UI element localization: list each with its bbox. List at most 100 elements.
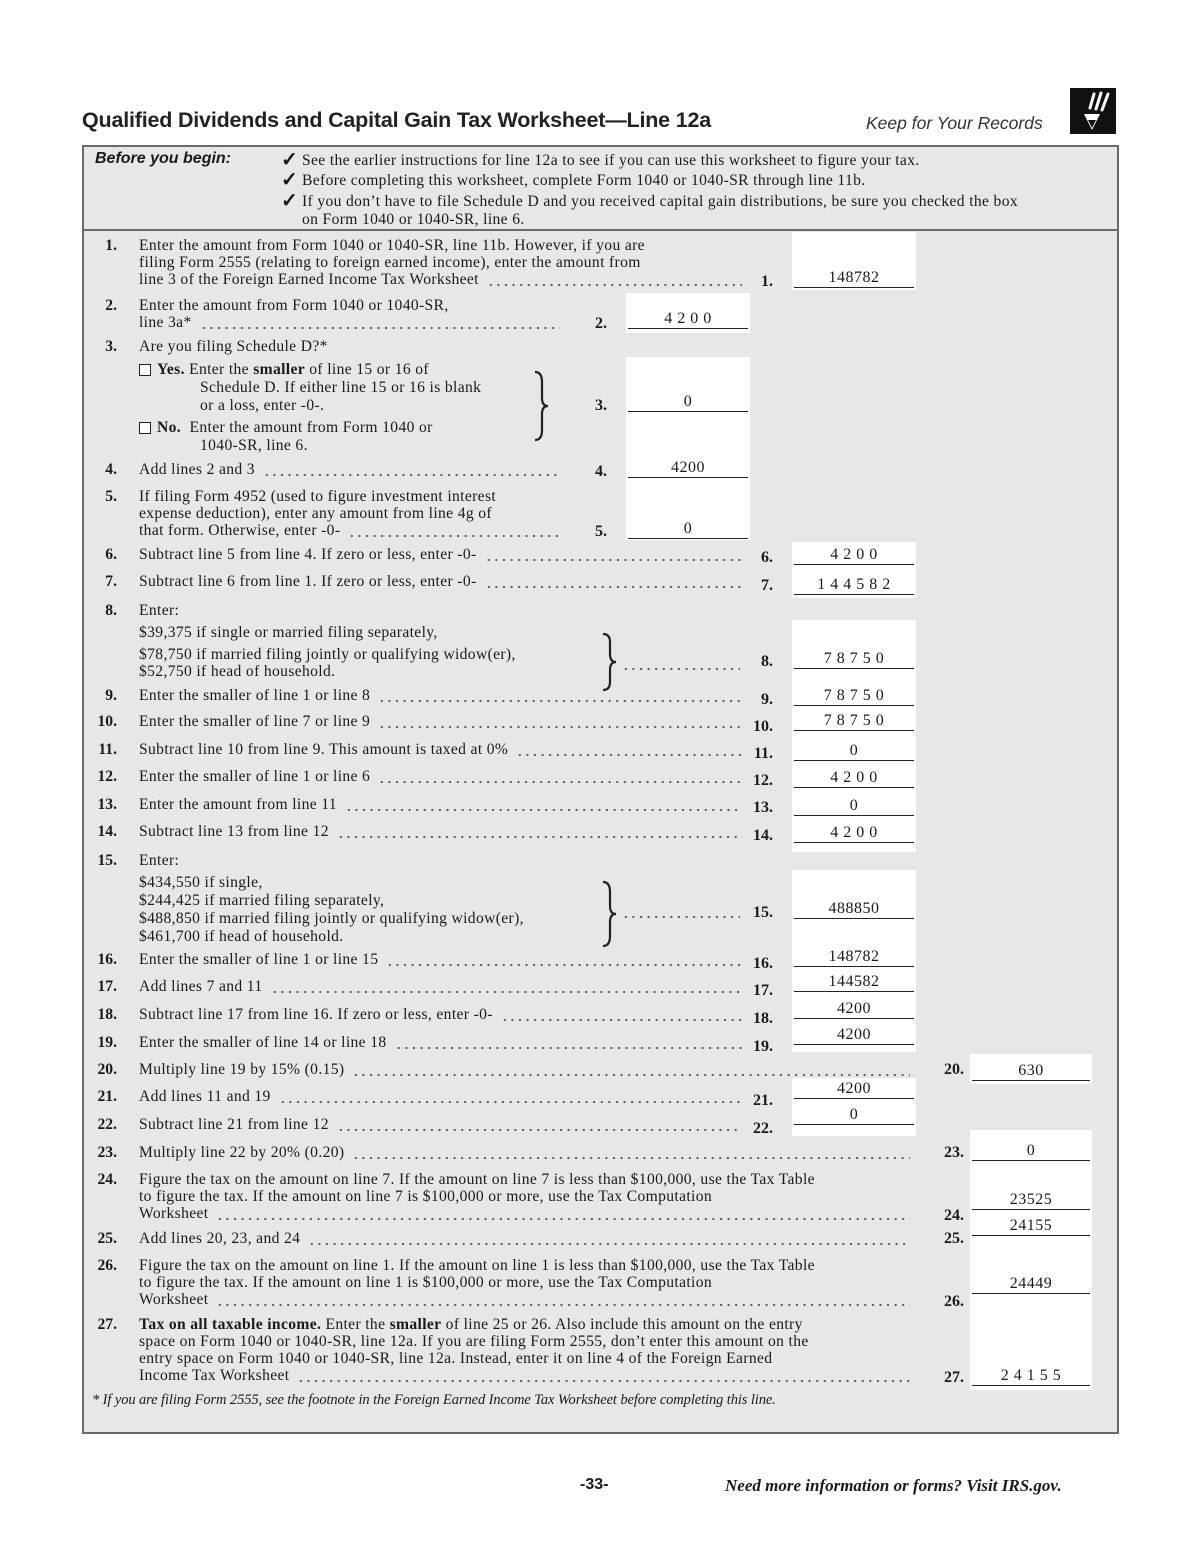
line-text: Enter: (139, 852, 179, 869)
dot-leader (270, 978, 742, 995)
line-20-amount-field[interactable]: 630 (972, 1062, 1090, 1081)
dot-leader (336, 1116, 742, 1133)
line-text-segment: to figure the tax. If the amount on line… (139, 1274, 713, 1291)
line-text: Enter the smaller of line 1 or line 8 (139, 687, 742, 704)
line-text: Subtract line 6 from line 1. If zero or … (139, 573, 742, 590)
entry-box (626, 357, 750, 540)
line-text: Multiply line 22 by 20% (0.20) (139, 1144, 910, 1161)
line-label: 4. (595, 463, 607, 480)
line-text: Worksheet (139, 1291, 910, 1308)
line-text-segment: Multiply line 19 by 15% (0.15) (139, 1061, 345, 1078)
bold-text: No. (157, 419, 182, 436)
line-text-segment: Enter the (321, 1316, 390, 1333)
line-text: Income Tax Worksheet (139, 1367, 910, 1384)
line-11-amount-field[interactable]: 0 (794, 742, 914, 761)
line-13-amount-field[interactable]: 0 (794, 797, 914, 816)
line-text-segment: Subtract line 5 from line 4. If zero or … (139, 546, 477, 563)
line-text: $434,550 if single, (139, 874, 263, 891)
line-text: or a loss, enter -0-. (200, 397, 324, 414)
line-22-amount-field[interactable]: 0 (794, 1106, 914, 1125)
dot-leader (344, 796, 742, 813)
line-text-segment: of line 15 or 16 of (305, 361, 429, 378)
line-3-amount-field[interactable]: 0 (628, 393, 748, 412)
line-label: 23. (944, 1144, 964, 1161)
line-text: 1040-SR, line 6. (200, 437, 308, 454)
line-label: 12. (753, 772, 773, 789)
dot-leader (378, 713, 742, 730)
line-text: Add lines 11 and 19 (139, 1088, 742, 1105)
line-text-segment: Enter the smaller of line 7 or line 9 (139, 713, 371, 730)
dot-leader (500, 1006, 742, 1023)
line-text-segment: Enter the smaller of line 14 or line 18 (139, 1034, 387, 1051)
line-text-segment: Are you filing Schedule D?* (139, 338, 328, 355)
line-text: No. Enter the amount from Form 1040 or (139, 419, 433, 436)
pencil-icon (1070, 88, 1116, 134)
line-text: Figure the tax on the amount on line 7. … (139, 1171, 815, 1188)
dot-leader (378, 768, 742, 785)
line-27-amount-field[interactable]: 2 4 1 5 5 (972, 1367, 1090, 1386)
line-15-amount-field[interactable]: 488850 (794, 900, 914, 919)
line-4-amount-field[interactable]: 4200 (628, 459, 748, 478)
line-12-amount-field[interactable]: 4 2 0 0 (794, 769, 914, 788)
line-6-amount-field[interactable]: 4 2 0 0 (794, 546, 914, 565)
line-1-amount-field[interactable]: 148782 (794, 269, 914, 288)
line-text: Subtract line 13 from line 12 (139, 823, 742, 840)
line-text-segment: 1040-SR, line 6. (200, 437, 308, 454)
line-17-amount-field[interactable]: 144582 (794, 973, 914, 992)
line-16-amount-field[interactable]: 148782 (794, 948, 914, 967)
line-14-amount-field[interactable]: 4 2 0 0 (794, 824, 914, 843)
line-number: 21. (97, 1088, 118, 1105)
line-25-amount-field[interactable]: 24155 (972, 1217, 1090, 1236)
line-text: to figure the tax. If the amount on line… (139, 1274, 712, 1291)
line-19-amount-field[interactable]: 4200 (794, 1026, 914, 1045)
line-text: entry space on Form 1040 or 1040-SR, lin… (139, 1350, 772, 1367)
more-info-link[interactable]: Need more information or forms? Visit IR… (725, 1476, 1062, 1495)
line-10-amount-field[interactable]: 7 8 7 5 0 (794, 712, 914, 731)
checkbox-yes[interactable] (139, 364, 151, 376)
line-21-amount-field[interactable]: 4200 (794, 1080, 914, 1099)
line-text-segment: Multiply line 22 by 20% (0.20) (139, 1144, 345, 1161)
line-text-segment: entry space on Form 1040 or 1040-SR, lin… (139, 1350, 773, 1367)
line-number: 23. (97, 1144, 118, 1161)
line-text-segment: that form. Otherwise, enter -0- (139, 522, 341, 539)
line-text-segment: Add lines 20, 23, and 24 (139, 1230, 301, 1247)
line-label: 9. (761, 691, 773, 708)
line-text-segment: $434,550 if single, (139, 874, 263, 891)
line-26-amount-field[interactable]: 24449 (972, 1275, 1090, 1294)
line-label: 11. (753, 745, 773, 762)
line-text: $52,750 if head of household. (139, 663, 335, 680)
line-8-amount-field[interactable]: 7 8 7 5 0 (794, 650, 914, 669)
line-24-amount-field[interactable]: 23525 (972, 1191, 1090, 1210)
line-7-amount-field[interactable]: 1 4 4 5 8 2 (794, 576, 914, 595)
line-number: 20. (97, 1061, 118, 1078)
dot-leader (278, 1088, 742, 1105)
line-number: 3. (105, 338, 117, 355)
entry-box (626, 293, 750, 333)
line-9-amount-field[interactable]: 7 8 7 5 0 (794, 687, 914, 706)
dot-leader (484, 546, 742, 563)
worksheet-title: Qualified Dividends and Capital Gain Tax… (82, 108, 711, 132)
checkbox-no[interactable] (139, 422, 151, 434)
line-number: 7. (105, 573, 117, 590)
line-text-segment: to figure the tax. If the amount on line… (139, 1188, 713, 1205)
line-label: 21. (753, 1092, 773, 1109)
dot-leader (352, 1144, 910, 1161)
line-text: Enter the smaller of line 14 or line 18 (139, 1034, 742, 1051)
line-text: $39,375 if single or married filing sepa… (139, 624, 438, 641)
line-label: 14. (753, 827, 773, 844)
line-number: 22. (97, 1116, 118, 1133)
line-number: 19. (97, 1034, 118, 1051)
line-text: expense deduction), enter any amount fro… (139, 505, 492, 522)
line-text: $488,850 if married filing jointly or qu… (139, 910, 524, 927)
bold-text: Tax on all taxable income. (139, 1316, 322, 1333)
line-text: Add lines 2 and 3 (139, 461, 560, 478)
line-text: If filing Form 4952 (used to figure inve… (139, 488, 496, 505)
line-5-amount-field[interactable]: 0 (628, 520, 748, 539)
line-2-amount-field[interactable]: 4 2 0 0 (628, 310, 748, 329)
line-18-amount-field[interactable]: 4200 (794, 1000, 914, 1019)
line-23-amount-field[interactable]: 0 (972, 1142, 1090, 1161)
line-text: line 3a* (139, 314, 560, 331)
line-number: 12. (97, 768, 118, 785)
line-label: 15. (753, 904, 773, 921)
line-text-segment: $39,375 if single or married filing sepa… (139, 624, 438, 641)
